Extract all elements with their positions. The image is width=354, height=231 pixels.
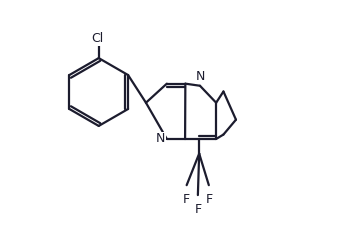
- Text: N: N: [156, 133, 166, 146]
- Text: F: F: [183, 193, 190, 206]
- Text: F: F: [194, 203, 201, 216]
- Text: F: F: [205, 193, 212, 206]
- Text: Cl: Cl: [91, 32, 103, 45]
- Text: N: N: [195, 70, 205, 83]
